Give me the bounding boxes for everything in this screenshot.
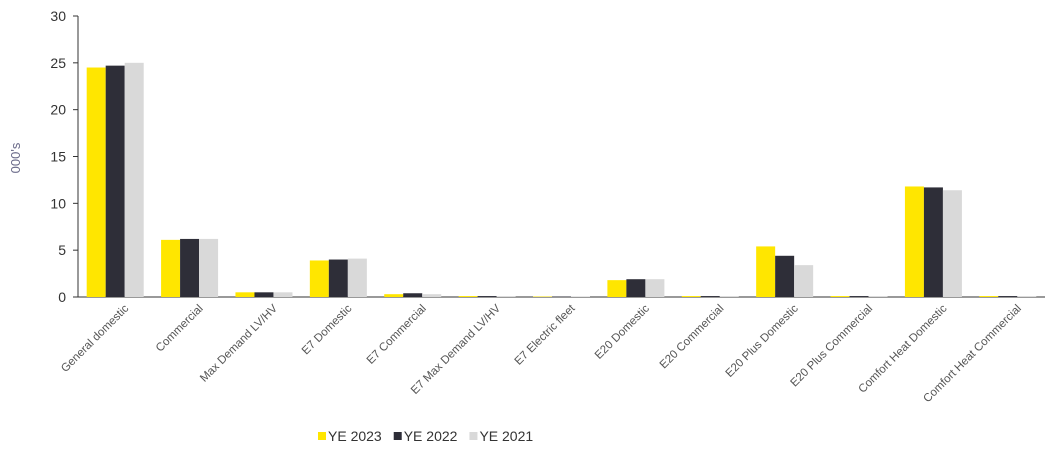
bar (329, 260, 348, 297)
legend-swatch (469, 432, 477, 440)
legend-label: YE 2021 (479, 428, 533, 444)
bar (254, 292, 273, 297)
y-tick-label: 10 (50, 195, 66, 211)
bar (998, 296, 1017, 297)
bar (125, 63, 144, 297)
bar (794, 265, 813, 297)
bar (1017, 296, 1036, 297)
bar (626, 279, 645, 297)
bar (497, 296, 516, 297)
bar (199, 239, 218, 297)
y-tick-label: 30 (50, 8, 66, 24)
x-tick-label: E7 Electric fleet (513, 302, 579, 368)
bar (905, 186, 924, 297)
legend-swatch (394, 432, 402, 440)
bar (106, 66, 125, 297)
bar (943, 190, 962, 297)
y-tick-label: 5 (58, 242, 66, 258)
x-tick-label: E20 Commercial (658, 303, 727, 372)
bar (607, 280, 626, 297)
bar (850, 296, 869, 297)
bar (422, 294, 441, 297)
y-tick-label: 15 (50, 149, 66, 165)
bar (979, 296, 998, 297)
bar (87, 68, 106, 297)
bar (180, 239, 199, 297)
bar (924, 187, 943, 297)
x-tick-label: E20 Plus Commercial (788, 303, 875, 390)
x-tick-label: E20 Domestic (593, 302, 652, 361)
x-tick-label: E20 Plus Domestic (724, 302, 801, 379)
bar (384, 294, 403, 297)
legend-swatch (318, 432, 326, 440)
legend-label: YE 2022 (404, 428, 458, 444)
bar (459, 296, 478, 297)
bar (645, 279, 664, 297)
y-tick-label: 0 (58, 289, 66, 305)
x-tick-label: Commercial (154, 303, 206, 355)
x-tick-label: E7 Domestic (300, 302, 355, 357)
y-axis-label: 000's (8, 142, 23, 173)
bar (720, 296, 739, 297)
y-tick-label: 20 (50, 102, 66, 118)
bar (682, 296, 701, 297)
bar (701, 296, 720, 297)
bar (273, 292, 292, 297)
bar (348, 259, 367, 297)
bar (869, 296, 888, 297)
x-tick-label: E7 Commercial (365, 303, 429, 367)
bar (756, 246, 775, 297)
bar (831, 296, 850, 297)
bar (478, 296, 497, 297)
bar (403, 293, 422, 297)
legend-label: YE 2023 (328, 428, 382, 444)
bar (310, 260, 329, 297)
y-tick-label: 25 (50, 55, 66, 71)
bar (775, 256, 794, 297)
bar (235, 292, 254, 297)
bar (161, 240, 180, 297)
x-tick-label: Max Demand LV/HV (198, 302, 280, 384)
x-tick-label: General domestic (59, 302, 131, 374)
